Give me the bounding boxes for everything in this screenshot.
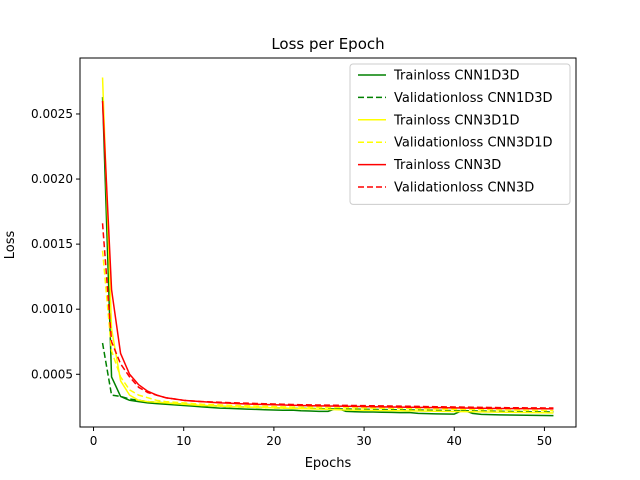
y-tick-label: 0.0010: [31, 302, 73, 316]
x-axis-label: Epochs: [305, 456, 352, 471]
legend: Trainloss CNN1D3D Validationloss CNN1D3D T…: [349, 63, 571, 205]
series-line-validationloss-cnn3d1d: [101, 250, 554, 412]
legend-entry-label: Trainloss CNN1D3D: [393, 69, 520, 84]
y-tick-label: 0.0020: [31, 172, 73, 186]
x-tick-label: 10: [176, 434, 191, 448]
y-axis: 0.0005 0.0010 0.0015 0.0020 0.0025: [31, 107, 80, 381]
y-tick-label: 0.0025: [31, 107, 73, 121]
x-axis: 0 10 20 30 40 50: [90, 427, 552, 448]
legend-entry-label: Validationloss CNN3D: [394, 181, 534, 196]
legend-entry-label: Validationloss CNN1D3D: [394, 91, 553, 106]
x-tick-label: 30: [356, 434, 371, 448]
legend-entry-label: Validationloss CNN3D1D: [394, 136, 553, 151]
series-line-trainloss-cnn3d1d: [101, 77, 554, 414]
y-tick-label: 0.0005: [31, 367, 73, 381]
x-tick-label: 40: [447, 434, 462, 448]
legend-entry-label: Trainloss CNN3D1D: [393, 113, 520, 128]
y-axis-label: Loss: [3, 231, 18, 260]
x-tick-label: 50: [537, 434, 552, 448]
y-tick-label: 0.0015: [31, 237, 73, 251]
x-tick-label: 0: [90, 434, 98, 448]
series-line-trainloss-cnn3d: [101, 100, 554, 410]
series-layer: [101, 77, 554, 417]
legend-box: [349, 63, 571, 205]
series-line-validationloss-cnn3d: [101, 223, 554, 409]
x-tick-label: 20: [266, 434, 281, 448]
legend-entry-label: Trainloss CNN3D: [393, 158, 501, 173]
chart-title: Loss per Epoch: [271, 35, 384, 53]
axes-frame: [79, 57, 577, 428]
series-line-trainloss-cnn1d3d: [101, 97, 554, 417]
